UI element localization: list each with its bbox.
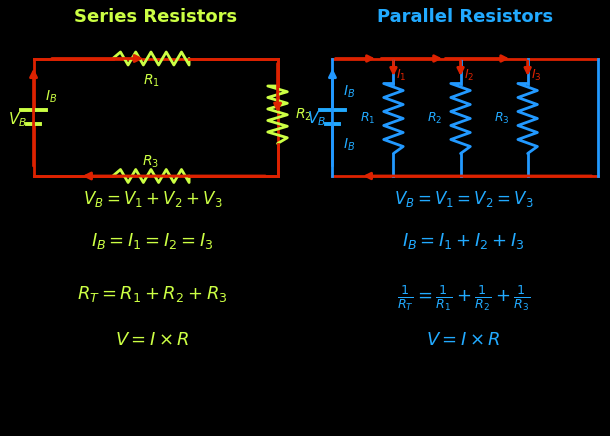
Text: $R_2$: $R_2$ [295,106,312,123]
Text: $I_2$: $I_2$ [464,68,474,82]
Text: $I_B = I_1 = I_2 = I_3$: $I_B = I_1 = I_2 = I_3$ [91,231,214,251]
Text: $I_1$: $I_1$ [396,68,407,82]
Text: $V = I \times R$: $V = I \times R$ [115,331,190,349]
Text: $\frac{1}{R_T} = \frac{1}{R_1} + \frac{1}{R_2} + \frac{1}{R_3}$: $\frac{1}{R_T} = \frac{1}{R_1} + \frac{1… [396,283,531,313]
Text: $R_3$: $R_3$ [143,153,159,170]
Text: $R_2$: $R_2$ [427,111,442,126]
Text: $I_B$: $I_B$ [343,84,356,100]
Text: Series Resistors: Series Resistors [74,8,237,27]
Text: $R_T = R_1 + R_2 + R_3$: $R_T = R_1 + R_2 + R_3$ [77,283,228,303]
Text: $R_1$: $R_1$ [143,72,159,89]
Text: Parallel Resistors: Parallel Resistors [377,8,553,27]
Text: $R_3$: $R_3$ [493,111,509,126]
Text: $R_1$: $R_1$ [360,111,375,126]
Text: $I_B$: $I_B$ [343,136,356,153]
Text: $I_3$: $I_3$ [531,68,541,82]
Text: $V_B = V_1 = V_2 = V_3$: $V_B = V_1 = V_2 = V_3$ [394,188,533,208]
Text: $V_B$: $V_B$ [307,109,326,128]
Text: $V_B$: $V_B$ [8,110,27,129]
Text: $I_B$: $I_B$ [45,89,57,106]
Text: $I_B = I_1 + I_2 + I_3$: $I_B = I_1 + I_2 + I_3$ [402,231,525,251]
Text: $V_B = V_1 + V_2 + V_3$: $V_B = V_1 + V_2 + V_3$ [83,188,222,208]
Text: $V = I \times R$: $V = I \times R$ [426,331,501,349]
